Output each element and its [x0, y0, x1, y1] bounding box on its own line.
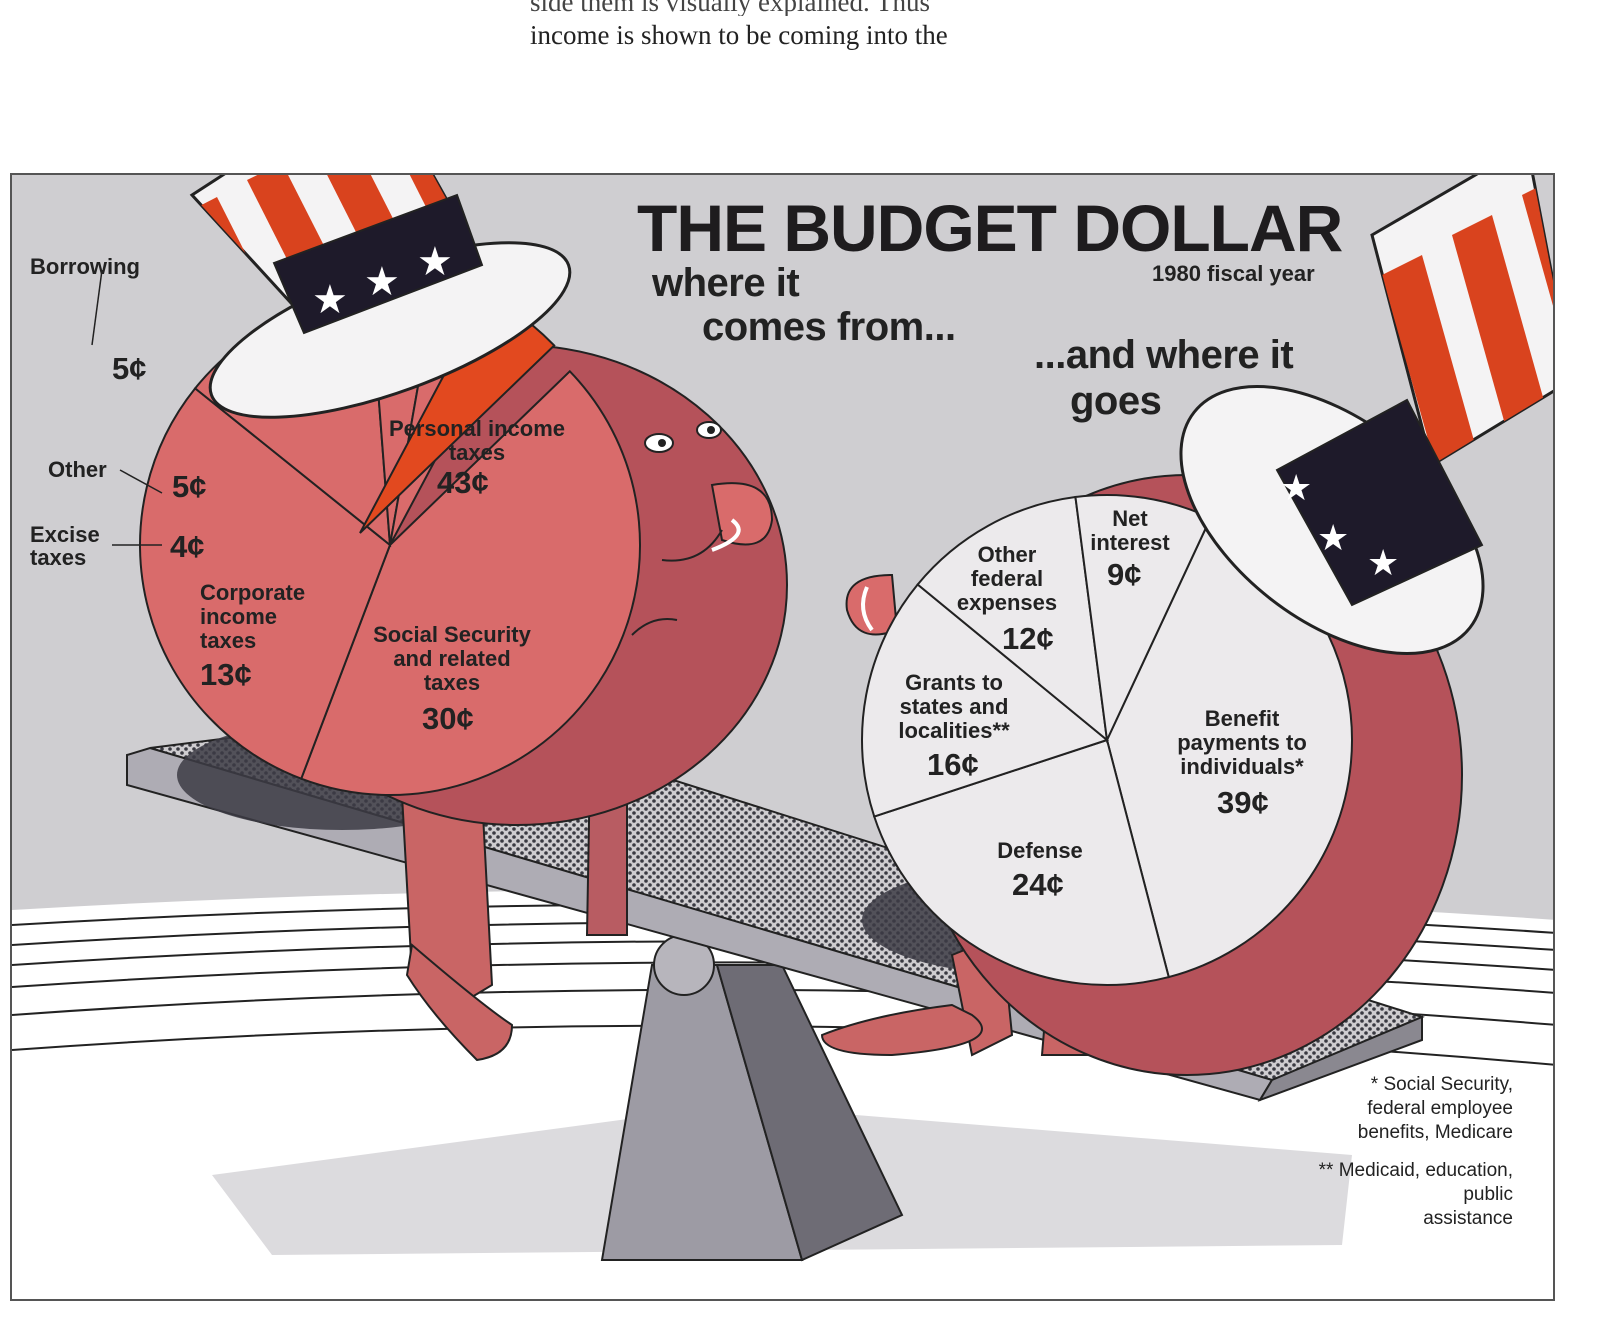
page-text: side them is visually explained. Thus in…	[530, 0, 1010, 54]
infographic-panel: ★ ★ ★ ★ ★ ★	[10, 173, 1555, 1301]
pie-outlays	[861, 494, 1353, 986]
value-other: 5¢	[172, 469, 207, 504]
value-net-interest: 9¢	[1107, 557, 1142, 592]
label-benefit-payments: Benefit payments to individuals*	[1177, 706, 1307, 779]
value-corporate-income-taxes: 13¢	[200, 657, 252, 692]
heading-income-line-2: comes from...	[702, 305, 956, 349]
label-defense: Defense	[997, 838, 1083, 863]
pie-slice-personal-income-taxes	[299, 369, 641, 796]
chart-title: THE BUDGET DOLLAR	[637, 191, 1343, 265]
label-net-interest: Net interest	[1090, 506, 1170, 555]
page-text-line-partial: side them is visually explained. Thus	[530, 0, 930, 16]
heading-outlays-line-2: goes	[1070, 379, 1162, 423]
svg-text:★: ★	[417, 239, 453, 285]
value-social-security-taxes: 30¢	[422, 701, 474, 736]
heading-outlays-line-1: ...and where it	[1034, 333, 1294, 377]
pie-slice-grants-to-states-and-localities	[861, 583, 1110, 818]
svg-text:★: ★	[364, 259, 400, 305]
label-personal-income-taxes: Personal income taxes	[388, 416, 566, 465]
value-excise-taxes: 4¢	[170, 529, 205, 564]
footnote-grants: ** Medicaid, education, public assistance	[1318, 1160, 1513, 1229]
svg-text:★: ★	[1317, 518, 1349, 559]
value-grants-to-states: 16¢	[927, 747, 979, 782]
label-corporate-income-taxes: Corporate income taxes	[200, 580, 306, 653]
value-benefit-payments: 39¢	[1217, 785, 1269, 820]
svg-text:★: ★	[1280, 468, 1312, 509]
chart-subtitle: 1980 fiscal year	[1152, 261, 1315, 286]
value-other-federal-expenses: 12¢	[1002, 621, 1054, 656]
svg-text:★: ★	[312, 277, 348, 323]
label-social-security-taxes: Social Security and related taxes	[373, 622, 531, 695]
label-excise-taxes: Excise taxes	[30, 522, 100, 570]
page-text-line: income is shown to be coming into the	[530, 20, 948, 50]
label-borrowing: Borrowing	[30, 254, 140, 279]
value-defense: 24¢	[1012, 867, 1064, 902]
pie-slice-defense	[872, 738, 1170, 986]
footnote-benefits: * Social Security, federal employee benefi…	[1357, 1074, 1513, 1143]
leader-lines	[91, 269, 163, 546]
svg-text:★: ★	[1367, 543, 1399, 584]
label-grants-to-states: Grants to states and localities**	[898, 670, 1010, 743]
scene-svg: ★ ★ ★ ★ ★ ★	[12, 175, 1553, 1299]
value-borrowing: 5¢	[112, 351, 147, 386]
pie-slice-other-federal-expenses	[916, 495, 1109, 743]
label-other-federal-expenses: Other federal expenses	[956, 542, 1058, 615]
seesaw-fulcrum	[600, 934, 904, 1262]
label-other: Other	[48, 457, 107, 482]
heading-income-line-1: where it	[652, 261, 800, 305]
value-personal-income-taxes: 43¢	[437, 465, 489, 500]
pie-slice-social-security-and-related-taxes	[139, 386, 392, 780]
